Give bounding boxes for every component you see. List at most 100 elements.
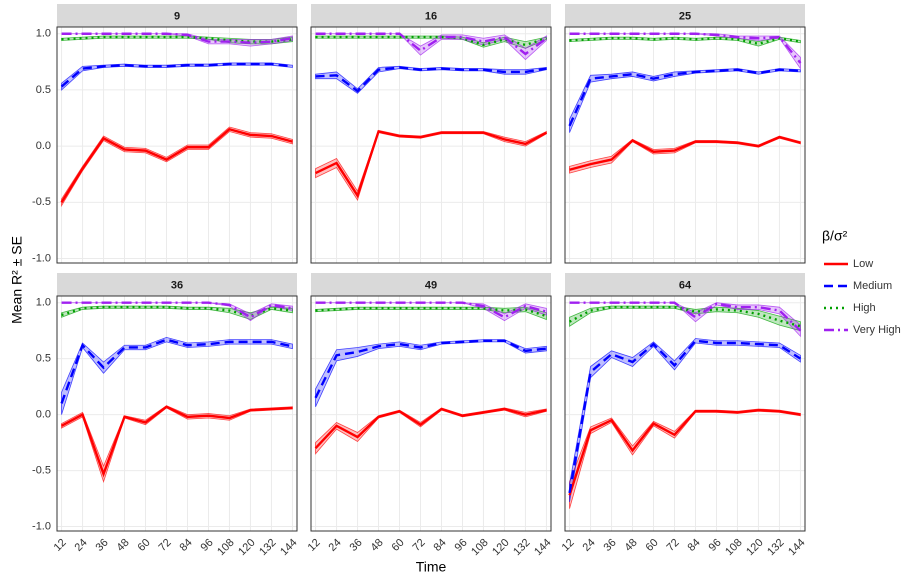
strip-title: 25 — [679, 10, 691, 22]
series-line — [569, 301, 802, 332]
legend-label: High — [853, 302, 876, 314]
x-tick-label: 144 — [532, 537, 553, 558]
x-tick-label: 72 — [157, 537, 174, 554]
x-tick-label: 48 — [115, 537, 132, 554]
y-tick-label: -1.0 — [32, 520, 51, 532]
y-tick-label: 0.5 — [36, 84, 51, 96]
x-tick-label: 108 — [469, 537, 490, 558]
y-tick-label: 0.0 — [36, 140, 51, 152]
panel: 9 -1.0 -0.5 0.0 0.5 1.0 — [32, 4, 298, 264]
x-tick-label: 84 — [432, 537, 449, 554]
x-tick-label: 96 — [707, 537, 724, 554]
y-tick-label: 0.0 — [36, 409, 51, 421]
series-line — [60, 62, 293, 88]
panel-border — [564, 26, 806, 264]
legend-title: β/σ² — [822, 228, 848, 244]
series-line — [60, 405, 293, 478]
panel-border — [56, 295, 298, 532]
x-tick-label: 72 — [411, 537, 428, 554]
strip-title: 49 — [425, 279, 437, 291]
strip-title: 16 — [425, 10, 437, 22]
panel: 16 — [310, 4, 552, 264]
se-ribbon — [315, 65, 547, 94]
series-line — [568, 408, 801, 496]
x-tick-label: 84 — [178, 537, 195, 554]
series-line — [569, 32, 802, 64]
y-tick-label: 0.5 — [36, 353, 51, 365]
x-tick-label: 12 — [306, 537, 323, 554]
series-line — [61, 32, 293, 44]
series-line — [60, 338, 293, 404]
x-tick-label: 36 — [602, 537, 619, 554]
series-line — [315, 32, 548, 56]
series-line — [61, 301, 293, 319]
se-ribbon — [315, 339, 547, 407]
strip — [57, 273, 297, 296]
se-ribbon — [61, 126, 293, 208]
se-ribbon — [569, 408, 801, 509]
x-tick-label: 120 — [236, 537, 257, 558]
y-tick-label: -0.5 — [32, 196, 51, 208]
panel: 49 12 24 36 48 60 72 84 96 108 120 132 144 — [306, 273, 554, 558]
legend-label: Medium — [853, 280, 892, 292]
x-tick-label: 24 — [73, 537, 90, 554]
series-line — [315, 307, 547, 318]
panel: 64 12 24 36 48 60 72 84 96 108 120 132 144 — [560, 273, 808, 558]
x-tick-label: 72 — [665, 537, 682, 554]
strip-title: 9 — [174, 10, 180, 22]
panel: 25 — [564, 4, 806, 264]
strip-title: 64 — [679, 279, 692, 291]
series-line — [314, 407, 547, 450]
series-line — [315, 301, 547, 319]
series-line — [315, 66, 547, 93]
panel-border — [310, 26, 552, 264]
x-tick-label: 108 — [215, 537, 236, 558]
legend-label: Low — [853, 258, 873, 270]
strip — [57, 4, 297, 27]
strip-title: 36 — [171, 279, 183, 291]
series-line — [315, 130, 548, 199]
series-line — [315, 35, 547, 47]
panel-border — [310, 295, 552, 532]
se-ribbon — [315, 302, 547, 322]
x-tick-label: 36 — [348, 537, 365, 554]
x-tick-label: 132 — [511, 537, 532, 558]
x-tick-label: 96 — [199, 537, 216, 554]
strip — [311, 273, 551, 296]
legend-label: Very High — [853, 324, 901, 336]
panel: 36-1.0-0.50.00.51.012 24 36 48 60 72 84 96 108 12… — [32, 273, 300, 558]
se-ribbon — [61, 62, 293, 91]
x-tick-label: 24 — [327, 537, 344, 554]
x-tick-label: 84 — [686, 537, 703, 554]
x-tick-label: 120 — [490, 537, 511, 558]
y-tick-label: 1.0 — [36, 28, 51, 40]
series-line — [569, 135, 801, 171]
x-tick-label: 132 — [257, 537, 278, 558]
series-line — [568, 68, 801, 127]
series-line — [568, 339, 802, 494]
x-tick-label: 120 — [744, 537, 765, 558]
x-tick-label: 60 — [136, 537, 153, 554]
series-line — [60, 127, 293, 203]
y-axis-label: Mean R² ± SE — [9, 236, 25, 324]
y-tick-label: 1.0 — [36, 297, 51, 309]
x-tick-label: 144 — [786, 537, 807, 558]
x-tick-label: 96 — [453, 537, 470, 554]
panel-border — [564, 295, 806, 532]
x-tick-label: 24 — [581, 537, 598, 554]
strip — [311, 4, 551, 27]
x-tick-label: 108 — [723, 537, 744, 558]
strip — [565, 273, 805, 296]
se-ribbon — [61, 336, 293, 415]
series-line — [314, 339, 547, 399]
panel-border — [56, 26, 298, 264]
x-tick-label: 36 — [94, 537, 111, 554]
x-tick-label: 48 — [369, 537, 386, 554]
y-tick-label: -0.5 — [32, 464, 51, 476]
x-tick-label: 60 — [644, 537, 661, 554]
x-tick-label: 60 — [390, 537, 407, 554]
se-ribbon — [569, 68, 801, 133]
series-line — [569, 37, 801, 46]
